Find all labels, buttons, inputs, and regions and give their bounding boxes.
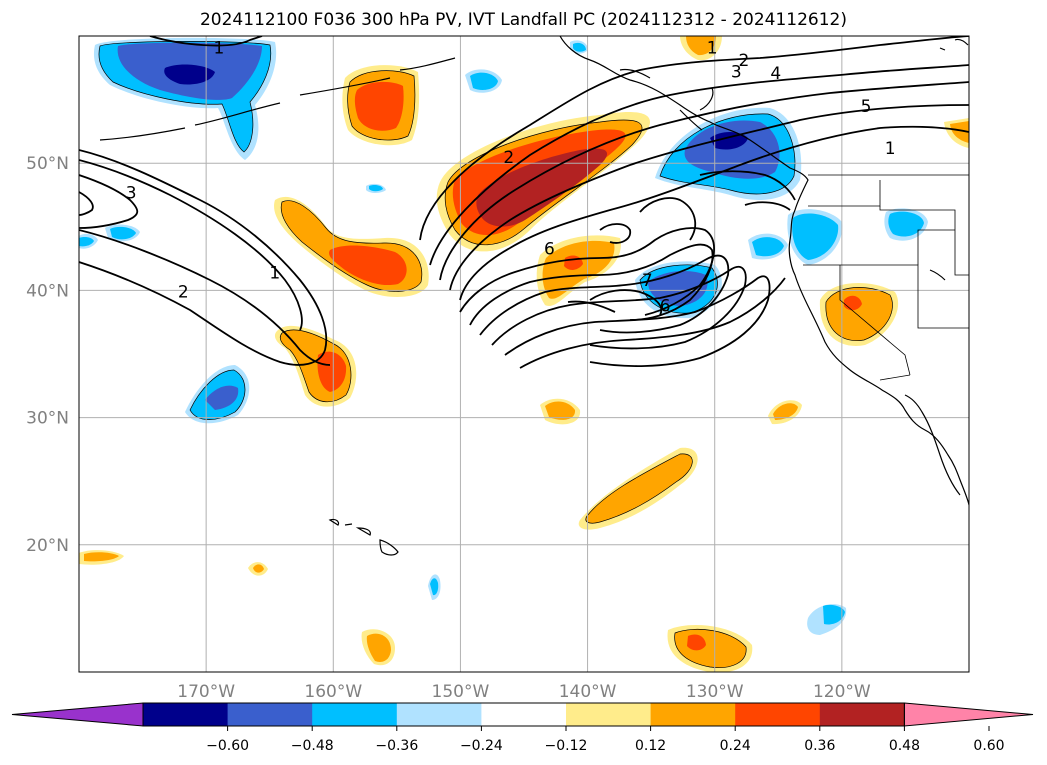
pv-region-orange bbox=[542, 240, 615, 299]
pv-region-orange bbox=[585, 453, 693, 524]
colorbar: −0.60 −0.48 −0.36 −0.24 −0.12 0.12 0.24 0.36 0.4… bbox=[11, 702, 1034, 754]
colorbar-segment bbox=[227, 703, 313, 726]
map-title: 2024112100 F036 300 hPa PV, IVT Landfall… bbox=[199, 10, 847, 30]
colorbar-tick-label: 0.12 bbox=[635, 738, 666, 754]
lat-tick-label: 30°N bbox=[26, 409, 69, 429]
pv-region-royalblue bbox=[684, 120, 780, 179]
graticule bbox=[79, 36, 969, 672]
contour-label: 1 bbox=[707, 38, 718, 58]
ivt-contour-layer bbox=[79, 36, 969, 369]
pv-region-orange bbox=[950, 121, 969, 143]
pv-region-red bbox=[687, 634, 706, 651]
colorbar-segment bbox=[143, 703, 229, 726]
lon-tick-label: 140°W bbox=[559, 682, 617, 702]
pv-region-skyblue bbox=[888, 211, 924, 237]
colorbar-segment bbox=[396, 703, 482, 726]
contour-label: 4 bbox=[770, 64, 781, 84]
contour-label: 1 bbox=[269, 264, 280, 284]
lat-tick-label: 20°N bbox=[26, 536, 69, 556]
colorbar-tick-label: 0.48 bbox=[889, 738, 920, 754]
colorbar-tick-label: 0.36 bbox=[804, 738, 835, 754]
colorbar-segment bbox=[735, 703, 821, 726]
colorbar-frame bbox=[142, 702, 905, 727]
lat-tick-label: 40°N bbox=[26, 281, 69, 301]
pv-region-skyblue bbox=[110, 226, 136, 240]
pv-region-orange bbox=[366, 633, 391, 662]
pv-region-orange bbox=[84, 552, 119, 562]
pv-region-skyblue bbox=[792, 213, 839, 260]
colorbar-tick-label: −0.60 bbox=[206, 738, 249, 754]
pv-region-skyblue bbox=[752, 237, 784, 257]
pv-region-skyblue bbox=[430, 578, 439, 596]
contour-label: 2 bbox=[178, 283, 189, 303]
contour-label: 6 bbox=[660, 297, 671, 317]
colorbar-tick-label: −0.12 bbox=[545, 738, 588, 754]
colorbar-extend-min bbox=[11, 702, 144, 727]
pv-region-darkred bbox=[476, 148, 608, 227]
pv-region-red bbox=[354, 81, 404, 131]
contour-label: 1 bbox=[213, 38, 224, 58]
colorbar-segment bbox=[819, 703, 905, 726]
pv-region-skyblue bbox=[79, 237, 94, 247]
contour-label: 6 bbox=[544, 239, 555, 259]
lon-tick-label: 130°W bbox=[686, 682, 744, 702]
pv-region-skyblue bbox=[470, 72, 498, 90]
colorbar-tick-label: −0.48 bbox=[291, 738, 334, 754]
pv-region-skyblue bbox=[573, 42, 586, 52]
colorbar-segment bbox=[566, 703, 652, 726]
contour-label: 1 bbox=[885, 139, 896, 159]
contour-label: 5 bbox=[861, 97, 872, 117]
colorbar-tick-label: 0.24 bbox=[720, 738, 751, 754]
colorbar-tick-label: −0.36 bbox=[375, 738, 418, 754]
contour-label: 3 bbox=[731, 63, 742, 83]
colorbar-tick-label: 0.60 bbox=[973, 738, 1004, 754]
contour-label: 3 bbox=[126, 183, 137, 203]
pv-region-red bbox=[844, 295, 862, 311]
lon-tick-label: 150°W bbox=[432, 682, 490, 702]
contour-label: 2 bbox=[503, 148, 514, 168]
colorbar-segment bbox=[650, 703, 736, 726]
contour-label: 2 bbox=[739, 51, 750, 71]
pv-region-orange bbox=[253, 564, 264, 573]
pv-region-red bbox=[329, 245, 407, 286]
colorbar-segment bbox=[312, 703, 398, 726]
pv-region-navy bbox=[164, 64, 215, 85]
lat-tick-label: 50°N bbox=[26, 154, 69, 174]
colorbar-segment bbox=[481, 703, 567, 726]
pv-region-navy bbox=[710, 132, 748, 150]
pv-region-skyblue bbox=[823, 604, 845, 625]
pv-region-orange bbox=[825, 287, 893, 341]
border-layer bbox=[803, 174, 969, 381]
axis-tick-labels: 20°N 30°N 40°N 50°N 170°W 160°W 150°W 140°W 130°… bbox=[26, 154, 871, 702]
lon-tick-label: 160°W bbox=[304, 682, 362, 702]
lon-tick-label: 170°W bbox=[177, 682, 235, 702]
colorbar-tick-label: −0.24 bbox=[460, 738, 503, 754]
pv-region-skyblue bbox=[369, 185, 383, 192]
pv-region-red bbox=[317, 351, 347, 392]
colorbar-extend-max bbox=[903, 702, 1034, 727]
pv-region-orange bbox=[545, 401, 576, 420]
contour-label: 7 bbox=[642, 271, 653, 291]
pv-region-orange bbox=[686, 36, 716, 56]
pv-region-royalblue bbox=[205, 385, 239, 410]
pv-region-orange bbox=[773, 403, 798, 420]
lon-tick-label: 120°W bbox=[813, 682, 871, 702]
plot-frame bbox=[78, 35, 970, 673]
